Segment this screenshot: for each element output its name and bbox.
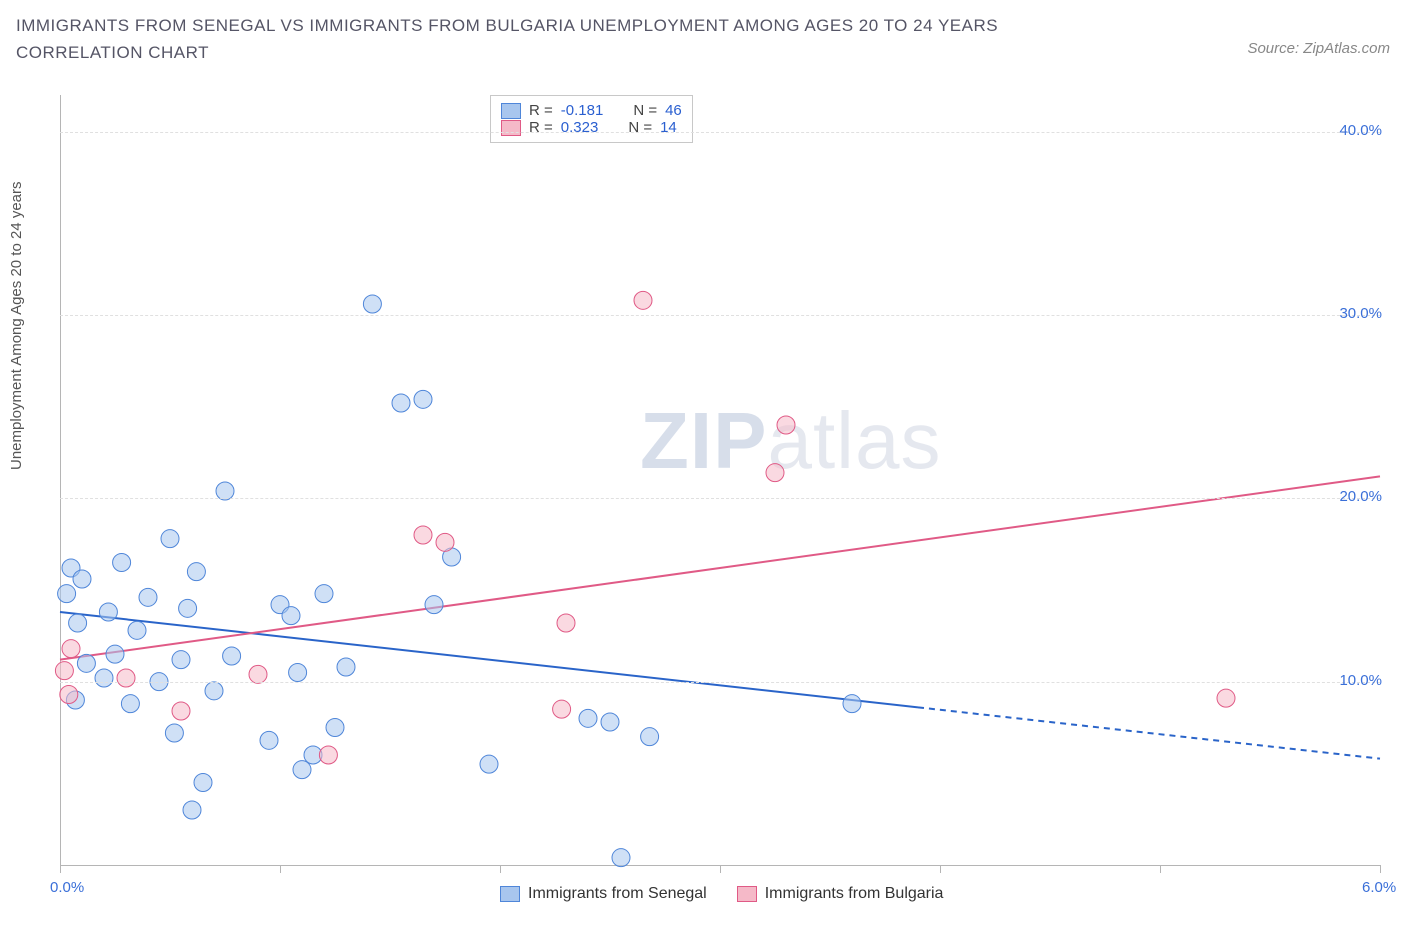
data-point-bulgaria (249, 665, 267, 683)
data-point-senegal (58, 585, 76, 603)
data-point-bulgaria (777, 416, 795, 434)
data-point-senegal (579, 709, 597, 727)
data-point-senegal (641, 728, 659, 746)
data-point-bulgaria (436, 533, 454, 551)
data-point-senegal (216, 482, 234, 500)
data-point-bulgaria (557, 614, 575, 632)
data-point-senegal (99, 603, 117, 621)
trend-line-dash-senegal (918, 707, 1380, 758)
data-point-senegal (187, 563, 205, 581)
data-point-bulgaria (62, 640, 80, 658)
data-point-senegal (326, 719, 344, 737)
data-point-bulgaria (319, 746, 337, 764)
legend-label-senegal: Immigrants from Senegal (528, 885, 707, 903)
x-tick (720, 865, 721, 873)
data-point-bulgaria (766, 464, 784, 482)
data-point-senegal (77, 654, 95, 672)
data-point-senegal (183, 801, 201, 819)
gridline (60, 132, 1380, 133)
legend-label-bulgaria: Immigrants from Bulgaria (765, 885, 944, 903)
data-point-bulgaria (55, 662, 73, 680)
data-point-senegal (337, 658, 355, 676)
data-point-senegal (414, 390, 432, 408)
data-point-senegal (612, 849, 630, 867)
data-point-senegal (172, 651, 190, 669)
x-tick (1380, 865, 1381, 873)
data-point-senegal (289, 664, 307, 682)
gridline (60, 498, 1380, 499)
x-tick (940, 865, 941, 873)
data-point-bulgaria (634, 291, 652, 309)
gridline (60, 682, 1380, 683)
x-tick (60, 865, 61, 873)
data-point-bulgaria (553, 700, 571, 718)
header-row: IMMIGRANTS FROM SENEGAL VS IMMIGRANTS FR… (16, 12, 1390, 66)
data-point-senegal (601, 713, 619, 731)
data-point-senegal (223, 647, 241, 665)
x-tick-label: 0.0% (50, 879, 84, 896)
data-point-senegal (843, 695, 861, 713)
y-axis-label: Unemployment Among Ages 20 to 24 years (8, 181, 25, 470)
y-tick-label: 10.0% (1339, 672, 1382, 689)
data-point-bulgaria (414, 526, 432, 544)
data-point-senegal (282, 607, 300, 625)
y-tick-label: 20.0% (1339, 488, 1382, 505)
x-tick-label: 6.0% (1362, 879, 1396, 896)
data-point-bulgaria (60, 686, 78, 704)
legend-item-bulgaria: Immigrants from Bulgaria (737, 885, 944, 903)
legend-item-senegal: Immigrants from Senegal (500, 885, 707, 903)
plot-svg (60, 95, 1380, 885)
x-tick (500, 865, 501, 873)
data-point-senegal (73, 570, 91, 588)
data-point-senegal (363, 295, 381, 313)
data-point-senegal (425, 596, 443, 614)
x-tick (280, 865, 281, 873)
trend-line-bulgaria (60, 476, 1380, 659)
data-point-senegal (69, 614, 87, 632)
data-point-senegal (165, 724, 183, 742)
y-tick-label: 30.0% (1339, 305, 1382, 322)
data-point-senegal (113, 554, 131, 572)
gridline (60, 315, 1380, 316)
data-point-senegal (95, 669, 113, 687)
data-point-senegal (179, 599, 197, 617)
y-tick-label: 40.0% (1339, 122, 1382, 139)
data-point-senegal (194, 774, 212, 792)
data-point-senegal (106, 645, 124, 663)
data-point-senegal (161, 530, 179, 548)
data-point-senegal (260, 731, 278, 749)
swatch-bulgaria (737, 886, 757, 902)
data-point-senegal (392, 394, 410, 412)
x-tick (1160, 865, 1161, 873)
data-point-senegal (205, 682, 223, 700)
data-point-senegal (128, 621, 146, 639)
swatch-senegal (500, 886, 520, 902)
data-point-senegal (315, 585, 333, 603)
data-point-bulgaria (172, 702, 190, 720)
scatter-plot: ZIPatlas R = -0.181N = 46R = 0.323N = 14… (60, 95, 1380, 865)
data-point-senegal (480, 755, 498, 773)
data-point-bulgaria (1217, 689, 1235, 707)
data-point-senegal (139, 588, 157, 606)
chart-title: IMMIGRANTS FROM SENEGAL VS IMMIGRANTS FR… (16, 12, 1116, 66)
source-attribution: Source: ZipAtlas.com (1247, 40, 1390, 57)
data-point-senegal (121, 695, 139, 713)
series-legend: Immigrants from Senegal Immigrants from B… (500, 885, 943, 903)
data-point-bulgaria (117, 669, 135, 687)
data-point-senegal (293, 761, 311, 779)
